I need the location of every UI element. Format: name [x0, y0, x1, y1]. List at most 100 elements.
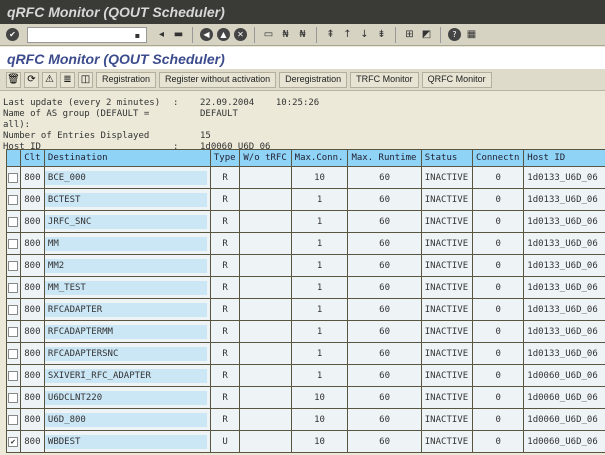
cell: 1d0133_U6D_06	[523, 342, 605, 365]
previous-page-icon[interactable]: ↑	[343, 29, 352, 40]
enter-icon[interactable]: ✔	[6, 28, 19, 41]
cell-destination: BCE_000	[44, 170, 207, 185]
table-row[interactable]: 800 BCE_000 R 10 60 INACTIVE 0 1d0133_U6D_06	[5, 166, 605, 189]
register-without-activation-button[interactable]: Register without activation	[159, 71, 277, 88]
next-page-icon[interactable]: ↓	[360, 29, 369, 40]
cell	[239, 298, 292, 321]
table-row[interactable]: 800 U6DCLNT220 R 10 60 INACTIVE 0 1d0060_U6D_06	[5, 386, 605, 409]
registration-button[interactable]: Registration	[96, 71, 157, 88]
cell: 1	[290, 210, 349, 233]
qrfc-monitor-button[interactable]: QRFC Monitor	[421, 71, 492, 88]
column-header[interactable]: W/o tRFC	[239, 149, 292, 167]
row-checkbox[interactable]: ✔	[8, 436, 18, 447]
table-row[interactable]: ✔ 800 WBDEST U 10 60 INACTIVE 0 1d0060_U6D_06	[5, 430, 605, 453]
row-checkbox[interactable]	[8, 260, 18, 271]
row-checkbox[interactable]	[8, 282, 18, 293]
trfc-monitor-button[interactable]: TRFC Monitor	[350, 71, 419, 88]
details-icon[interactable]: ◫	[78, 71, 93, 88]
cell: 1d0133_U6D_06	[523, 320, 605, 343]
delete-icon[interactable]: 🗑	[6, 71, 21, 88]
table-row[interactable]: 800 JRFC_SNC R 1 60 INACTIVE 0 1d0133_U6D_06	[5, 210, 605, 233]
table-row[interactable]: 800 MM_TEST R 1 60 INACTIVE 0 1d0133_U6D_06	[5, 276, 605, 299]
table-row[interactable]: 800 BCTEST R 1 60 INACTIVE 0 1d0133_U6D_06	[5, 188, 605, 211]
column-header[interactable]: Status	[420, 149, 474, 167]
column-header[interactable]: Type	[209, 149, 241, 167]
cell: R	[209, 298, 241, 321]
info-panel: Last update (every 2 minutes): 22.09.2004…	[3, 98, 319, 153]
cell-destination: BCTEST	[44, 192, 207, 207]
table-row[interactable]: 800 MM2 R 1 60 INACTIVE 0 1d0133_U6D_06	[5, 254, 605, 277]
cell	[239, 408, 292, 431]
info-separator: :	[173, 142, 179, 152]
cell: INACTIVE	[420, 188, 474, 211]
list-icon[interactable]: ≣	[60, 71, 75, 88]
cell-destination: RFCADAPTER	[44, 302, 207, 317]
find-next-icon[interactable]: ₦	[299, 29, 306, 40]
last-page-icon[interactable]: ⇟	[377, 29, 386, 40]
table-row[interactable]: 800 RFCADAPTERSNC R 1 60 INACTIVE 0 1d0133_U6D_…	[5, 342, 605, 365]
cell: 800	[20, 188, 45, 211]
find-icon[interactable]: ₦	[282, 29, 289, 40]
row-checkbox[interactable]	[8, 326, 18, 337]
refresh-icon[interactable]: ⟳	[24, 71, 39, 88]
column-header[interactable]: Destination	[43, 149, 211, 167]
cell: 0	[472, 342, 525, 365]
row-checkbox[interactable]	[8, 348, 18, 359]
command-field[interactable]: ▪	[27, 26, 147, 43]
cell: 1d0133_U6D_06	[523, 166, 605, 189]
back-arrow-icon[interactable]: ◂	[158, 29, 165, 40]
column-header[interactable]: Clt	[20, 149, 45, 167]
cell: R	[209, 276, 241, 299]
cell: 0	[472, 276, 525, 299]
cell: 60	[347, 386, 422, 409]
cell	[239, 320, 292, 343]
cell: 800	[20, 276, 45, 299]
cancel-icon[interactable]: ✕	[234, 28, 247, 41]
table-row[interactable]: 800 MM R 1 60 INACTIVE 0 1d0133_U6D_06	[5, 232, 605, 255]
column-header[interactable]: Max. Runtime	[347, 149, 422, 167]
new-session-icon[interactable]: ⊞	[405, 29, 414, 40]
help-icon[interactable]: ?	[448, 28, 461, 41]
row-checkbox[interactable]	[8, 370, 18, 381]
table-row[interactable]: 800 RFCADAPTER R 1 60 INACTIVE 0 1d0133_U6D_06	[5, 298, 605, 321]
cell: 800	[20, 364, 45, 387]
column-header[interactable]: Host ID	[523, 149, 605, 167]
cell: R	[209, 188, 241, 211]
cell: 1d0133_U6D_06	[523, 298, 605, 321]
cell: 0	[472, 166, 525, 189]
row-checkbox[interactable]	[8, 172, 18, 183]
row-checkbox[interactable]	[8, 392, 18, 403]
cell: 0	[472, 320, 525, 343]
cell: 1d0133_U6D_06	[523, 232, 605, 255]
column-header[interactable]: Max.Conn.	[290, 149, 349, 167]
exit-icon[interactable]: ▲	[217, 28, 230, 41]
first-page-icon[interactable]: ⇞	[326, 29, 335, 40]
dropdown-icon[interactable]: ▪	[134, 30, 141, 40]
window-title: qRFC Monitor (QOUT Scheduler)	[0, 0, 605, 24]
info-label: Host ID	[3, 142, 41, 152]
back-icon[interactable]: ◀	[200, 28, 213, 41]
table-row[interactable]: 800 U6D_800 R 10 60 INACTIVE 0 1d0060_U6D_06	[5, 408, 605, 431]
alert-icon[interactable]: ⚠	[42, 71, 57, 88]
table-row[interactable]: 800 SXIVERI_RFC_ADAPTER R 1 60 INACTIVE 0 1d006…	[5, 364, 605, 387]
deregistration-button[interactable]: Deregistration	[279, 71, 348, 88]
row-checkbox[interactable]	[8, 238, 18, 249]
cell: 60	[347, 276, 422, 299]
layout-icon[interactable]: ▦	[466, 29, 477, 40]
shortcut-icon[interactable]: ◩	[421, 29, 432, 40]
row-checkbox[interactable]	[8, 304, 18, 315]
cell: 0	[472, 254, 525, 277]
row-checkbox[interactable]	[8, 216, 18, 227]
table-row[interactable]: 800 RFCADAPTERMM R 1 60 INACTIVE 0 1d0133_U6D_0…	[5, 320, 605, 343]
cell	[239, 188, 292, 211]
column-header[interactable]: Connectn	[472, 149, 525, 167]
print-icon[interactable]: ▭	[263, 29, 274, 40]
info-label: Name of AS group (DEFAULT = all):	[3, 109, 150, 130]
select-all-column[interactable]	[5, 149, 22, 167]
cell-destination: MM_TEST	[44, 280, 207, 295]
save-icon[interactable]: ▬	[173, 29, 184, 40]
row-checkbox[interactable]	[8, 194, 18, 205]
row-checkbox[interactable]	[8, 414, 18, 425]
info-separator	[173, 131, 200, 142]
cell: R	[209, 320, 241, 343]
